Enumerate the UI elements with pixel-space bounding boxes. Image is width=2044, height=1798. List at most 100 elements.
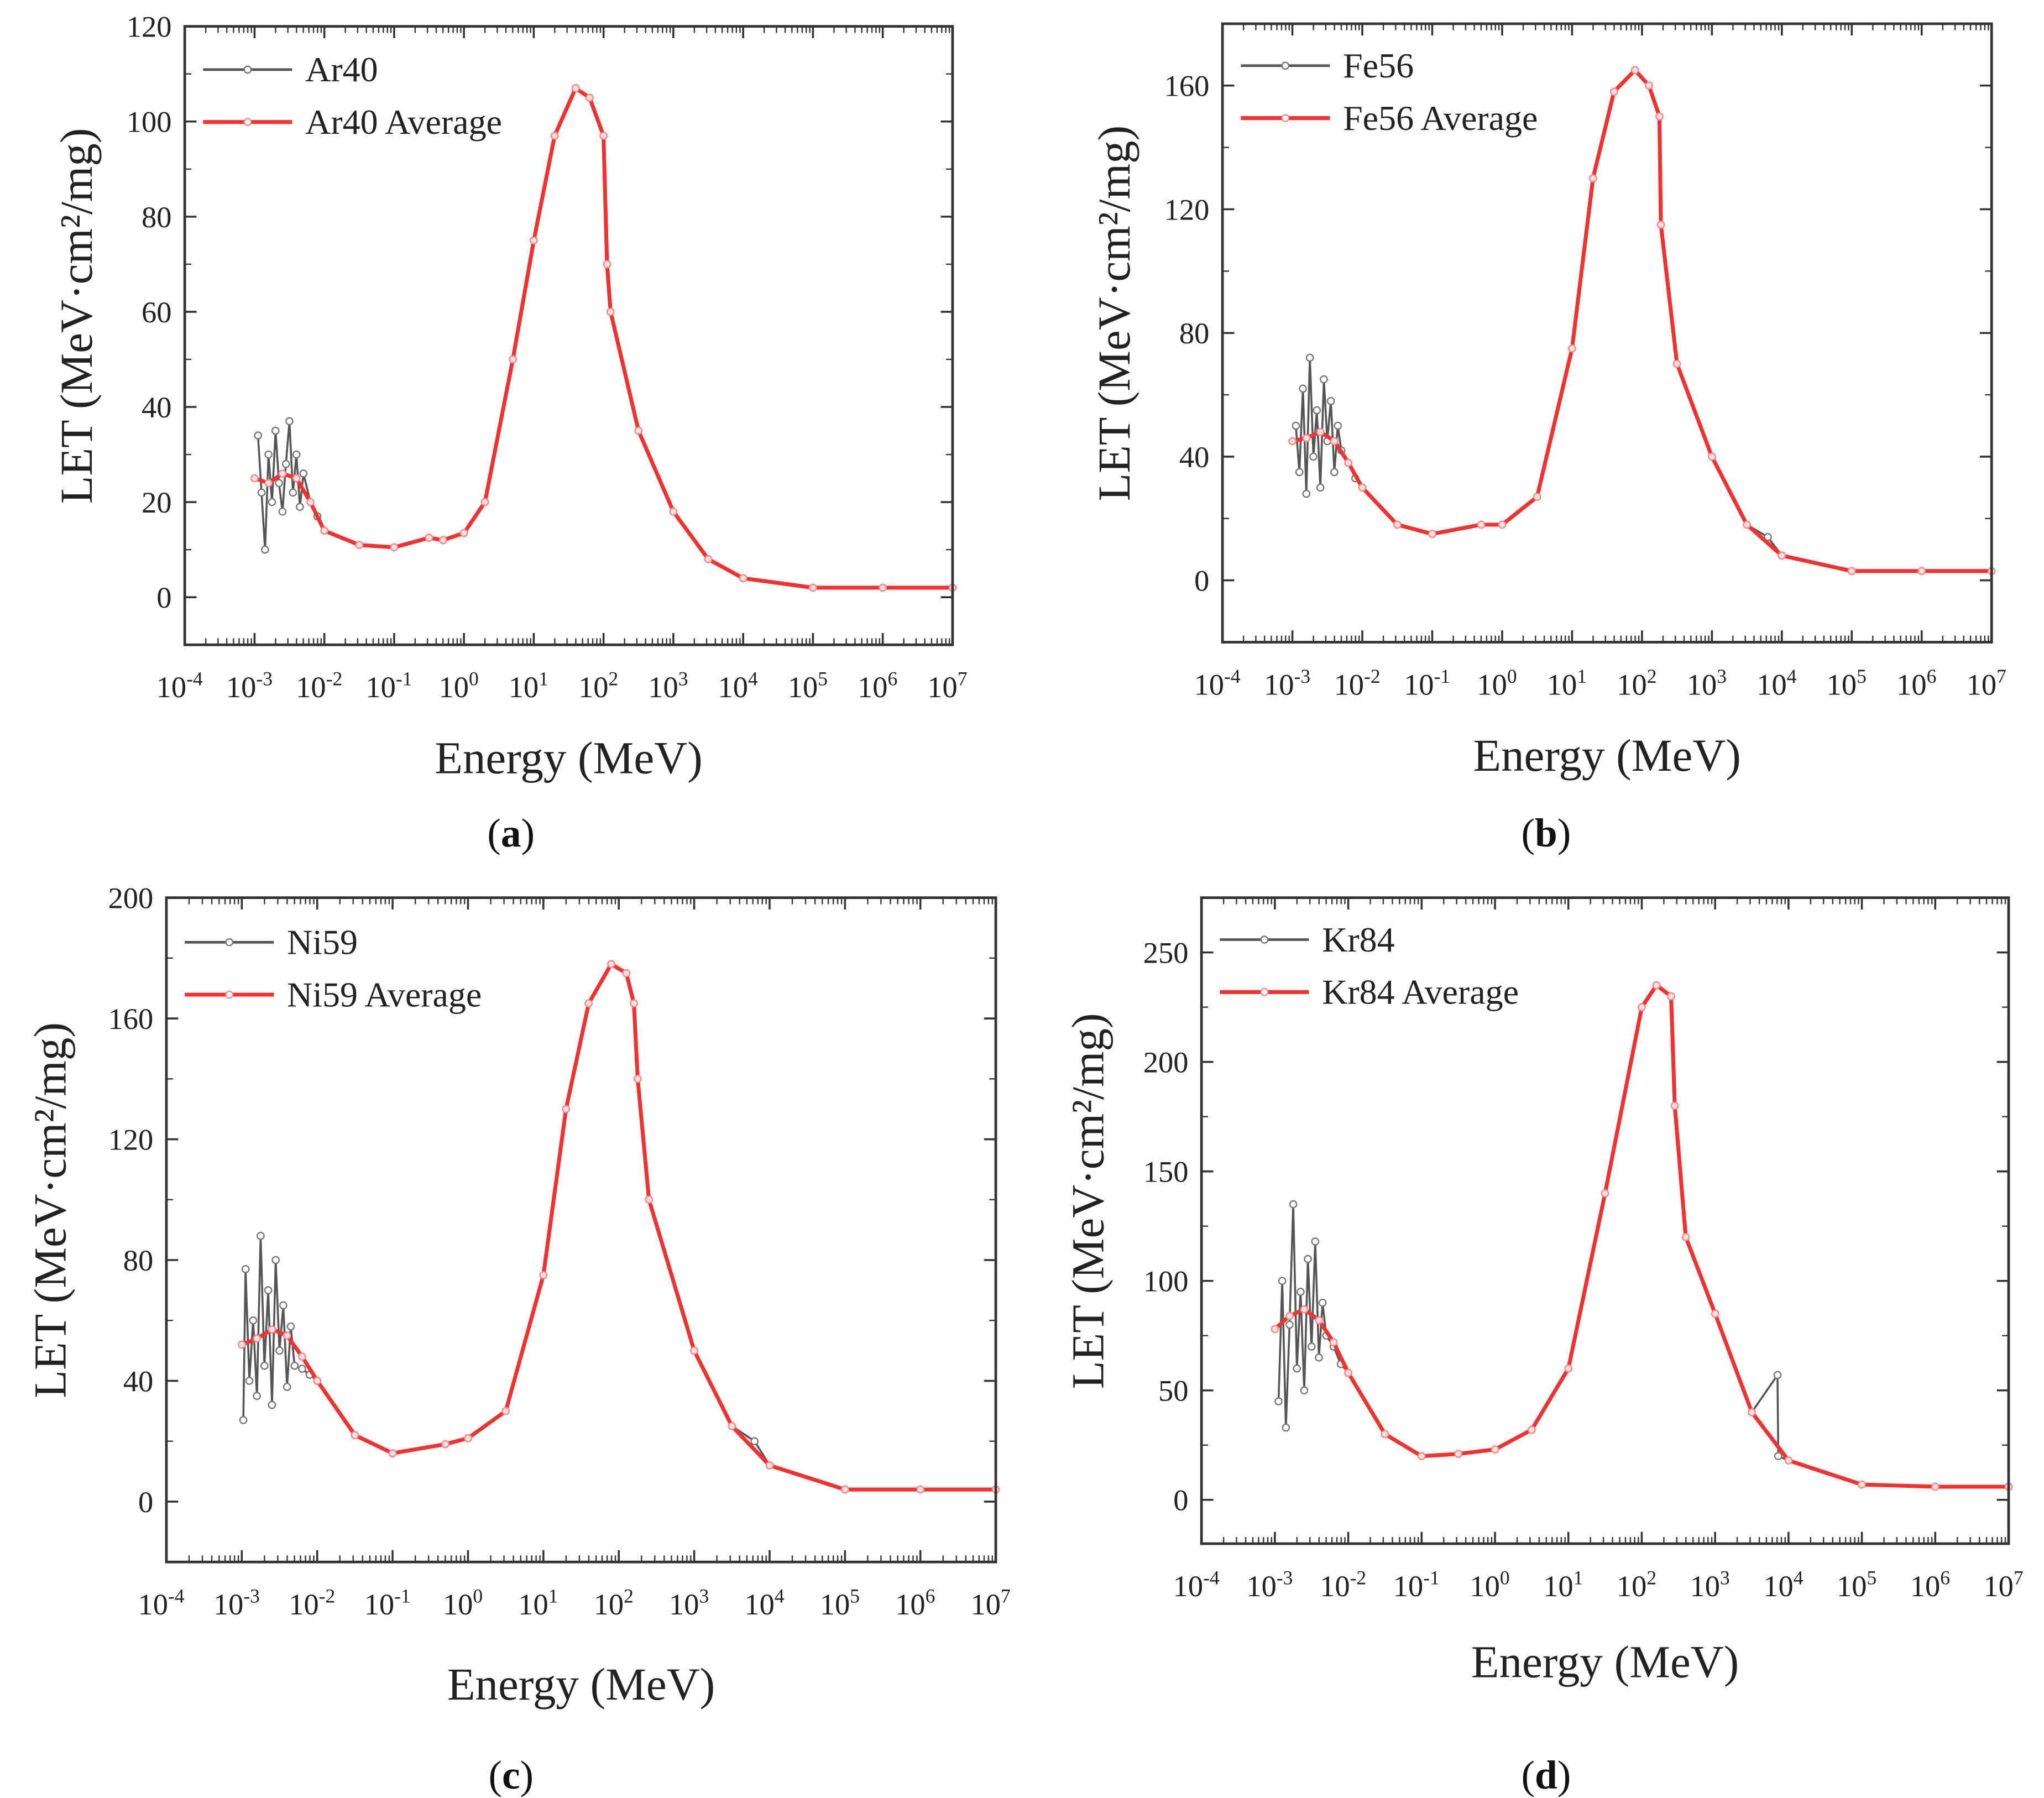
data-point: [645, 1195, 654, 1204]
x-axis-title: Energy (MeV): [1473, 730, 1740, 781]
data-point: [313, 1377, 322, 1385]
legend-label: Ar40 Average: [305, 102, 502, 142]
x-tick-base: 10: [296, 670, 326, 704]
data-point: [607, 960, 615, 969]
y-tick-label: 40: [123, 1364, 154, 1398]
x-tick-exponent: 7: [958, 668, 968, 690]
data-point: [509, 355, 517, 364]
panel-paren: ): [521, 811, 535, 855]
data-point: [257, 1231, 265, 1240]
panel-label: (a): [487, 811, 535, 855]
x-tick-exponent: 1: [539, 668, 548, 690]
data-point: [1638, 1003, 1646, 1012]
data-point: [1656, 221, 1665, 229]
data-point: [299, 469, 308, 478]
data-point: [1477, 520, 1486, 529]
chart-panel-a: 10-4 10-3 10-2 10-1 100 101 102 103 104 105 106 107…: [51, 10, 968, 856]
series-line-raw: [1277, 984, 2009, 1488]
x-tick-base: 10: [1246, 1569, 1277, 1603]
series-line-average: [1273, 983, 2009, 1489]
data-point: [1278, 1277, 1287, 1285]
data-point: [245, 1377, 254, 1385]
data-point: [257, 488, 266, 497]
chart-panel-b: 10-4 10-3 10-2 10-1 100 101 102 103 104 105 106 107…: [1089, 22, 2006, 855]
y-tick-label: 80: [1179, 316, 1210, 350]
data-point: [765, 1461, 774, 1470]
x-tick-label: 10-1: [1393, 1566, 1440, 1602]
x-tick-base: 10: [365, 670, 396, 704]
x-tick-label: 103: [669, 1585, 709, 1621]
data-point: [1295, 468, 1304, 477]
data-point: [292, 474, 301, 483]
plot-frame: [183, 25, 954, 646]
y-tick-label: 0: [138, 1485, 153, 1519]
x-tick-exponent: 5: [818, 668, 828, 690]
data-point: [1311, 1237, 1320, 1246]
data-point: [250, 474, 259, 483]
data-point: [1784, 1456, 1793, 1465]
y-axis-title: LET (MeV·cm²/mg): [1089, 126, 1139, 501]
x-tick-exponent: -1: [1423, 1566, 1440, 1588]
x-tick-base: 10: [518, 1587, 548, 1621]
y-tick-label: 100: [127, 105, 172, 139]
data-point: [438, 536, 447, 545]
data-point: [241, 1265, 250, 1273]
x-tick-base: 10: [213, 1587, 244, 1621]
data-point: [603, 260, 611, 269]
x-tick-base: 10: [820, 1587, 850, 1621]
x-tick-base: 10: [1910, 1569, 1941, 1603]
x-tick-exponent: 3: [1717, 665, 1727, 687]
x-tick-base: 10: [895, 1587, 925, 1621]
x-tick-exponent: -3: [1277, 1566, 1293, 1588]
data-point: [459, 529, 468, 537]
x-tick-exponent: -4: [186, 668, 203, 690]
x-tick-exponent: -2: [1350, 1566, 1367, 1588]
x-tick-base: 10: [1264, 667, 1294, 701]
x-tick-exponent: -4: [168, 1585, 185, 1607]
x-tick-exponent: 2: [1647, 665, 1657, 687]
data-point: [320, 526, 328, 535]
panel-letter: c: [502, 1753, 520, 1797]
x-tick-label: 103: [1687, 665, 1727, 701]
data-point: [296, 503, 304, 511]
x-tick-base: 10: [927, 670, 958, 704]
data-point: [1329, 1338, 1338, 1346]
data-point: [1304, 1255, 1312, 1263]
panel-letter: d: [1535, 1753, 1557, 1797]
x-tick-label: 105: [820, 1585, 860, 1621]
x-tick-label: 106: [1896, 665, 1936, 701]
data-point: [1774, 1452, 1782, 1460]
data-point: [1293, 1364, 1301, 1373]
x-tick-base: 10: [970, 1587, 1001, 1621]
data-point: [1313, 406, 1321, 415]
x-tick-label: 105: [788, 668, 828, 704]
data-point: [633, 1074, 642, 1083]
data-point: [260, 1361, 269, 1370]
data-point: [1652, 981, 1661, 990]
y-tick-label: 120: [127, 10, 172, 44]
panel-letter: b: [1535, 811, 1557, 855]
x-tick-exponent: 4: [775, 1585, 785, 1607]
data-point: [1778, 551, 1786, 560]
data-point: [630, 999, 638, 1008]
data-point: [249, 1316, 258, 1325]
data-point: [1288, 437, 1297, 446]
x-tick-label: 10-4: [1194, 665, 1241, 701]
data-point: [1271, 1325, 1279, 1334]
x-tick-exponent: 6: [1927, 665, 1937, 687]
x-tick-label: 103: [648, 668, 688, 704]
x-tick-base: 10: [1393, 1569, 1424, 1603]
x-tick-label: 104: [718, 668, 759, 704]
x-tick-base: 10: [1687, 667, 1717, 701]
y-tick-label: 40: [142, 390, 172, 424]
data-point: [1667, 992, 1675, 1001]
data-point: [1528, 1425, 1536, 1434]
data-point: [1358, 483, 1367, 492]
data-point: [278, 507, 287, 516]
x-tick-exponent: 2: [624, 1585, 634, 1607]
data-point: [388, 1449, 397, 1457]
x-tick-base: 10: [1404, 667, 1434, 701]
data-point: [599, 132, 608, 140]
series-line-average: [1292, 68, 1992, 573]
plot-frame: [1221, 22, 1993, 644]
